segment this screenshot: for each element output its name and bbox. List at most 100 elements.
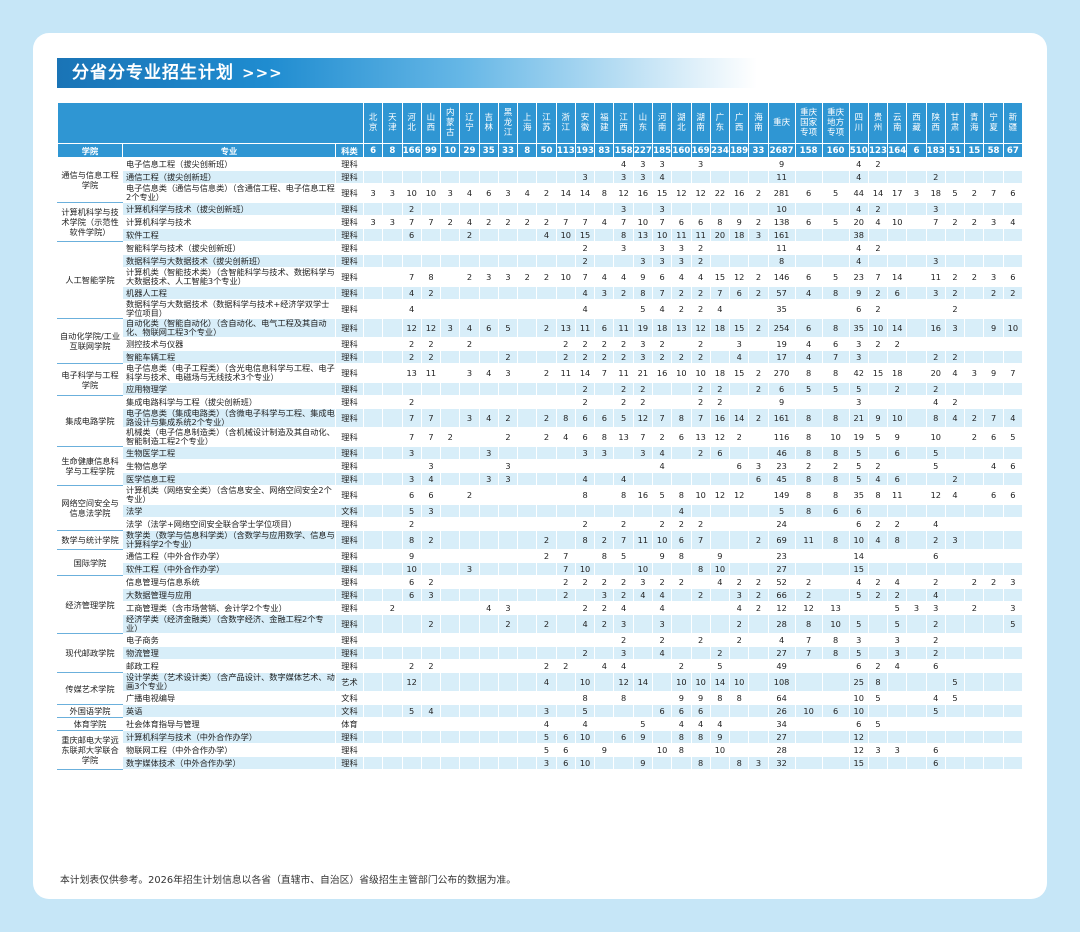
quota-cell: [574, 588, 596, 602]
quota-cell: [632, 504, 653, 518]
quota-cell: [1002, 756, 1023, 770]
quota-cell: [362, 646, 384, 660]
quota-cell: 2: [613, 382, 634, 396]
category-cell: 理科: [335, 562, 364, 576]
quota-cell: 2: [613, 286, 634, 300]
quota-cell: [964, 517, 985, 531]
quota-cell: [964, 459, 985, 473]
quota-cell: [382, 575, 403, 589]
quota-cell: 9: [709, 549, 731, 563]
quota-cell: [478, 157, 499, 171]
major-name: 数据科学与大数据技术（拔尖创新班）: [122, 254, 336, 268]
quota-cell: 4: [420, 472, 442, 486]
quota-cell: 19: [767, 337, 796, 351]
quota-cell: 8: [420, 267, 442, 287]
quota-cell: [867, 549, 889, 563]
quota-cell: 2: [748, 382, 769, 396]
quota-cell: 10: [420, 183, 442, 203]
category-cell: 理科: [335, 382, 364, 396]
category-cell: 理科: [335, 299, 364, 319]
quota-cell: [671, 446, 692, 460]
category-cell: 理科: [335, 446, 364, 460]
quota-cell: 26: [767, 704, 796, 718]
major-name: 数字媒体技术（中外合作办学）: [122, 756, 336, 770]
major-name: 社会体育指导与管理: [122, 717, 336, 731]
quota-cell: 3: [594, 588, 615, 602]
quota-cell: [362, 730, 384, 744]
quota-cell: [440, 472, 461, 486]
category-cell: 理科: [335, 633, 364, 647]
quota-cell: 9: [671, 691, 692, 705]
quota-cell: 2: [690, 254, 711, 268]
quota-cell: [671, 472, 692, 486]
quota-cell: 64: [767, 691, 796, 705]
quota-cell: 2: [944, 350, 966, 364]
table-row: 国际学院 通信工程（中外合作办学） 理科 9 2 7 8 5 9 8 9 23 14 6: [57, 549, 1023, 576]
quota-cell: [748, 704, 769, 718]
quota-cell: 15: [651, 183, 673, 203]
major-name: 软件工程: [122, 228, 336, 242]
quota-cell: [362, 170, 384, 184]
quota-cell: [362, 562, 384, 576]
quota-cell: 6: [794, 318, 823, 338]
quota-cell: [478, 504, 499, 518]
quota-cell: [536, 485, 557, 505]
quota-cell: [964, 170, 985, 184]
quota-cell: [362, 350, 384, 364]
quota-cell: [555, 202, 576, 216]
quota-cell: [382, 299, 403, 319]
quota-cell: [906, 395, 927, 409]
quota-cell: 5: [887, 601, 908, 615]
quota-cell: 2: [709, 646, 731, 660]
quota-cell: [440, 363, 461, 383]
college-name: 自动化学院/工业互联网学院: [57, 318, 123, 364]
quota-cell: [709, 241, 731, 255]
quota-cell: [459, 157, 480, 171]
quota-cell: [906, 299, 927, 319]
quota-cell: [362, 202, 384, 216]
quota-cell: [594, 717, 615, 731]
quota-cell: 3: [848, 395, 869, 409]
quota-cell: [459, 382, 480, 396]
table-row: 工商管理类（含市场营销、会计学2个专业） 理科 2 4 3 2 2 4 4 4 2 12 12 13 5 3 3…: [58, 601, 1023, 615]
quota-cell: 5: [848, 588, 869, 602]
quota-cell: [867, 228, 889, 242]
province-total: 58: [983, 143, 1004, 158]
quota-cell: 8: [794, 614, 823, 634]
quota-cell: [821, 730, 850, 744]
quota-cell: 6: [794, 183, 823, 203]
quota-cell: [362, 318, 384, 338]
quota-cell: 10: [574, 672, 596, 692]
quota-cell: 4: [729, 601, 750, 615]
quota-cell: [1002, 228, 1023, 242]
quota-cell: 2: [401, 659, 422, 673]
quota-cell: [555, 286, 576, 300]
quota-cell: 4: [690, 717, 711, 731]
quota-cell: [517, 588, 538, 602]
table-row: 法学 文科 5 3 4 5 8 6 6: [58, 504, 1023, 518]
quota-cell: 2: [867, 241, 889, 255]
quota-cell: [382, 472, 403, 486]
major-name: 通信工程（中外合作办学）: [122, 549, 336, 563]
quota-cell: 10: [574, 756, 596, 770]
table-row: 重庆邮电大学远东联邦大学联合学院 计算机科学与技术（中外合作办学） 理科 5 6 10 6 9…: [57, 730, 1023, 770]
quota-cell: [671, 337, 692, 351]
quota-cell: [382, 241, 403, 255]
quota-cell: [944, 549, 966, 563]
quota-cell: 2: [867, 517, 889, 531]
quota-cell: [478, 459, 499, 473]
quota-cell: 4: [478, 601, 499, 615]
quota-cell: [555, 646, 576, 660]
quota-cell: 4: [555, 427, 576, 447]
quota-cell: 2: [536, 318, 557, 338]
quota-cell: 14: [867, 183, 889, 203]
quota-cell: 2: [748, 408, 769, 428]
province-total: 35: [478, 143, 499, 158]
quota-cell: 8: [794, 504, 823, 518]
quota-cell: 2: [964, 267, 985, 287]
quota-cell: 4: [574, 472, 596, 486]
quota-cell: 3: [906, 601, 927, 615]
quota-cell: [555, 446, 576, 460]
quota-cell: 16: [651, 363, 673, 383]
quota-cell: [536, 350, 557, 364]
